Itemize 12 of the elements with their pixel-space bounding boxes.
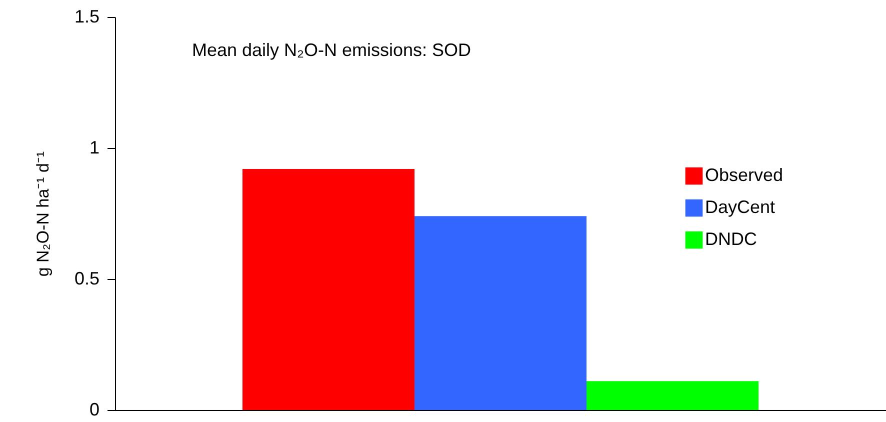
y-axis-title: g N₂O-N ha⁻¹ d⁻¹ (33, 150, 52, 277)
y-tick-label: 1 (89, 138, 100, 158)
bar (242, 168, 414, 410)
legend-label: Observed (705, 165, 784, 185)
bar (414, 216, 587, 410)
y-tick-label: 0.5 (74, 268, 100, 288)
legend-label: DayCent (705, 197, 776, 217)
legend-label: DNDC (705, 229, 757, 249)
text: Mean daily N₂O-N emissions: SOD (192, 40, 472, 60)
y-tick-label: 0 (89, 400, 100, 420)
y-tick-label: 1.5 (74, 6, 100, 26)
bar (586, 381, 759, 410)
